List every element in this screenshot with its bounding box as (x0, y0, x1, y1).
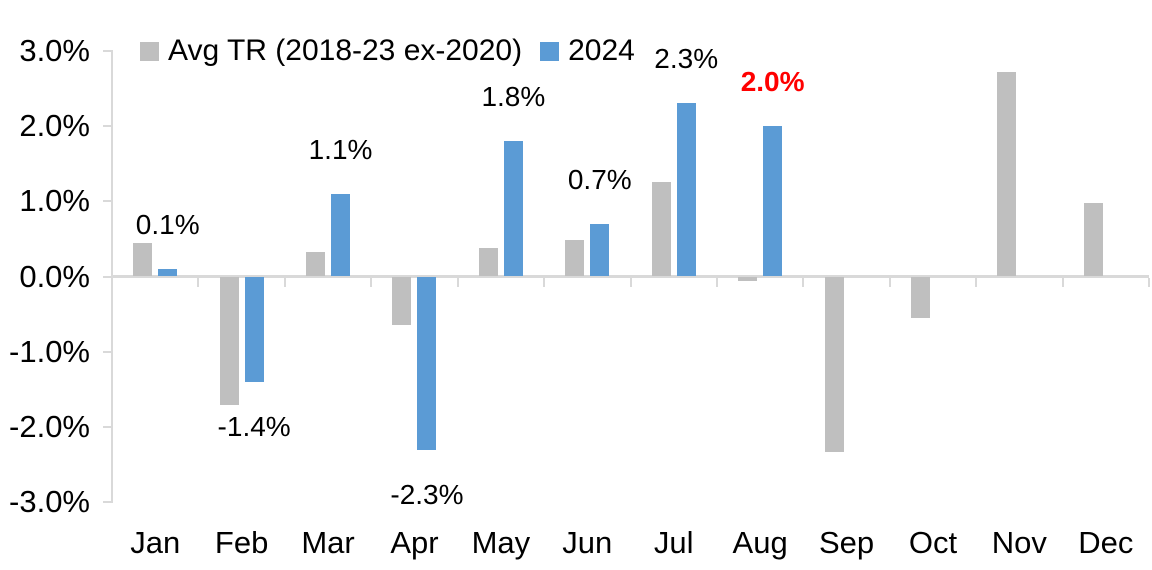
data-label-may: 1.8% (481, 80, 546, 112)
bar-avg-apr (392, 276, 412, 326)
x-axis-tick (975, 278, 978, 287)
x-axis-label-jun: Jun (562, 525, 613, 560)
x-axis-tick (1148, 278, 1150, 287)
bar-avg-feb (219, 276, 239, 405)
data-label-apr: -2.3% (390, 478, 464, 510)
x-axis-label-apr: Apr (390, 525, 439, 560)
data-label-jun: 0.7% (567, 163, 632, 195)
legend-item-avg-tr: Avg TR (2018-23 ex-2020) (140, 36, 522, 66)
x-axis-label-jul: Jul (653, 525, 694, 560)
x-axis-label-nov: Nov (991, 525, 1047, 560)
y-axis-tick (103, 426, 112, 429)
x-axis-label-mar: Mar (301, 525, 355, 560)
x-axis-tick (283, 278, 286, 287)
x-axis-tick (370, 278, 373, 287)
data-label-jul: 2.3% (654, 43, 719, 75)
y-axis-label: 0.0% (19, 258, 90, 294)
legend-item-2024: 2024 (540, 36, 635, 66)
blue-series-swatch (540, 41, 560, 61)
data-label-jan: 0.1% (135, 208, 200, 240)
data-label-aug: 2.0% (740, 65, 805, 97)
gray-series-swatch (140, 41, 159, 61)
y-axis-label: 3.0% (19, 32, 90, 68)
y-axis-tick (103, 124, 112, 127)
y-axis-tick (103, 275, 112, 278)
bar-avg-nov (997, 71, 1017, 277)
y-axis-label: -1.0% (9, 333, 90, 369)
x-axis-tick (802, 278, 805, 287)
y-axis-tick (103, 350, 112, 353)
x-axis-label-aug: Aug (732, 525, 788, 560)
bar-2024-jun (590, 223, 610, 277)
bar-2024-mar (331, 193, 351, 277)
x-axis-zero-line (111, 275, 1149, 278)
bar-2024-may (503, 140, 523, 277)
bar-avg-jun (565, 240, 585, 277)
bar-avg-aug (738, 276, 758, 282)
x-axis-tick (888, 278, 891, 287)
x-axis-label-dec: Dec (1078, 525, 1134, 560)
x-axis-tick (1061, 278, 1064, 287)
x-axis-tick (715, 278, 718, 287)
y-axis-label: -3.0% (9, 484, 90, 520)
bar-2024-feb (244, 276, 264, 382)
bar-avg-dec (1083, 203, 1103, 277)
bar-2024-apr (417, 276, 437, 450)
bar-avg-mar (306, 251, 326, 277)
y-axis-label: -2.0% (9, 409, 90, 445)
legend: Avg TR (2018-23 ex-2020) 2024 (140, 36, 635, 66)
x-axis-label-jan: Jan (130, 525, 181, 560)
y-axis-label: 2.0% (19, 107, 90, 143)
bar-2024-jul (676, 103, 696, 277)
x-axis-label-may: May (471, 525, 531, 560)
bar-2024-aug (763, 125, 783, 277)
y-axis-tick (103, 501, 112, 504)
bar-avg-may (478, 247, 498, 277)
bar-avg-jul (651, 181, 671, 277)
bar-avg-sep (824, 276, 844, 453)
x-axis-label-sep: Sep (818, 525, 875, 560)
x-axis-tick (543, 278, 546, 287)
x-axis-label-feb: Feb (214, 525, 269, 560)
y-axis-tick (103, 200, 112, 203)
data-label-mar: 1.1% (308, 133, 373, 165)
y-axis-tick (103, 49, 112, 52)
x-axis-tick (629, 278, 632, 287)
x-axis-tick (111, 278, 113, 287)
y-axis-label: 1.0% (19, 183, 90, 219)
data-label-feb: -1.4% (217, 410, 291, 442)
bar-avg-oct (910, 276, 930, 318)
x-axis-tick (197, 278, 200, 287)
x-axis-tick (456, 278, 459, 287)
legend-label-avg-tr: Avg TR (2018-23 ex-2020) (168, 34, 523, 67)
bar-2024-jan (158, 268, 178, 277)
x-axis-label-oct: Oct (908, 525, 958, 560)
bar-avg-jan (133, 242, 153, 277)
legend-label-2024: 2024 (568, 34, 635, 67)
